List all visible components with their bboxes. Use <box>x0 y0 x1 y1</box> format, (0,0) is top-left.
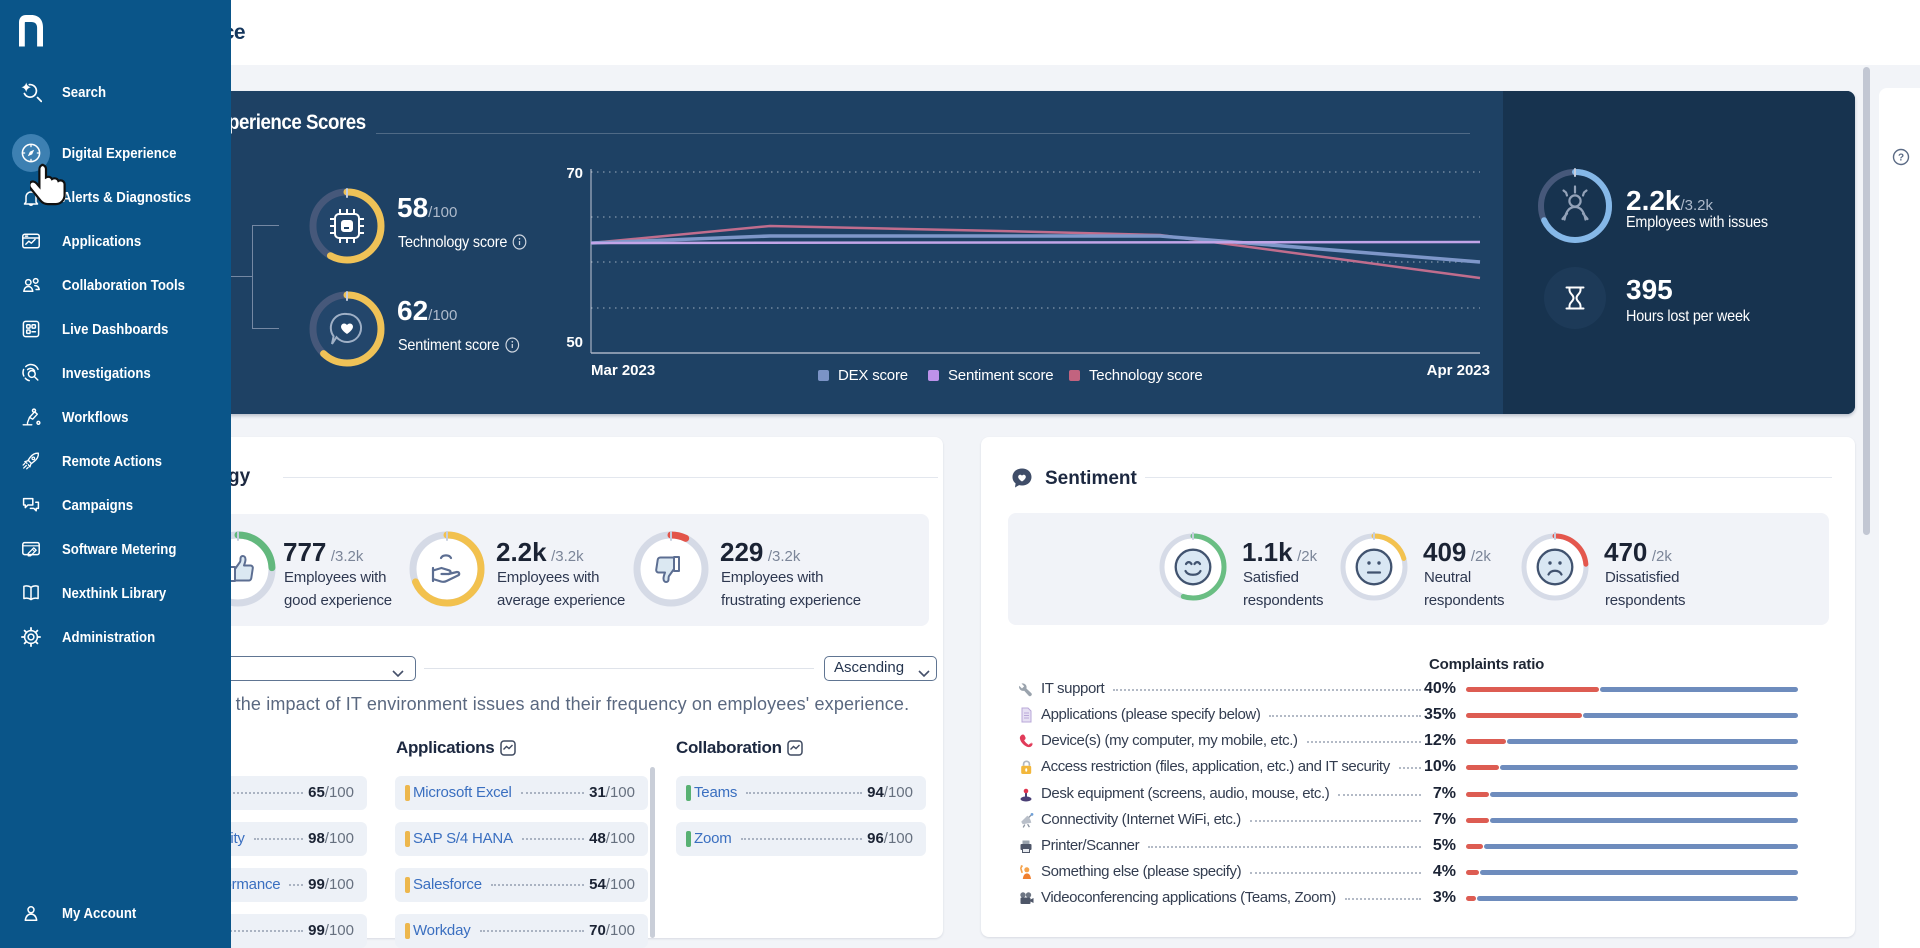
svg-text:50: 50 <box>566 334 583 351</box>
svg-text:?: ? <box>1898 153 1904 164</box>
svg-text:Mar 2023: Mar 2023 <box>591 362 655 379</box>
svg-text:70: 70 <box>566 165 583 182</box>
svg-text:Apr 2023: Apr 2023 <box>1427 362 1490 379</box>
